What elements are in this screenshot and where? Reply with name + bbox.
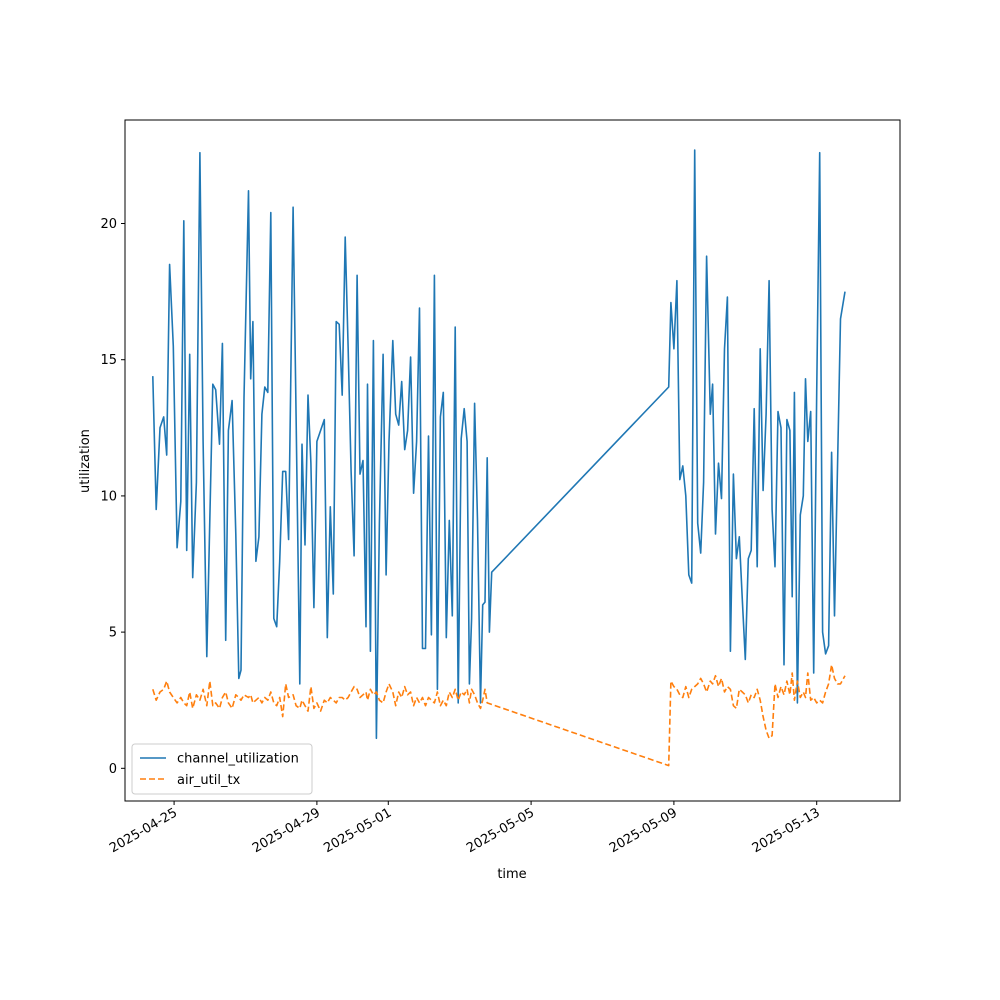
plot-frame: [124, 119, 901, 802]
legend: channel_utilization air_util_tx: [131, 743, 313, 795]
legend-label-channel-utilization: channel_utilization: [177, 752, 299, 767]
y-tick-label: 10: [100, 489, 117, 504]
y-tick-label: 15: [100, 353, 117, 368]
series-line-air-util-tx: [152, 664, 846, 767]
y-tick-label: 0: [109, 762, 117, 777]
y-axis: 0 5 10 15 20: [100, 217, 125, 777]
legend-box: [131, 743, 313, 795]
y-axis-label: utilization: [78, 429, 93, 493]
x-axis-label: time: [497, 867, 526, 882]
legend-label-air-util-tx: air_util_tx: [177, 773, 241, 788]
series-line-channel-utilization: [152, 149, 846, 740]
y-tick-label: 20: [100, 217, 117, 232]
series-layer: [152, 149, 846, 767]
y-tick-label: 5: [109, 626, 117, 641]
